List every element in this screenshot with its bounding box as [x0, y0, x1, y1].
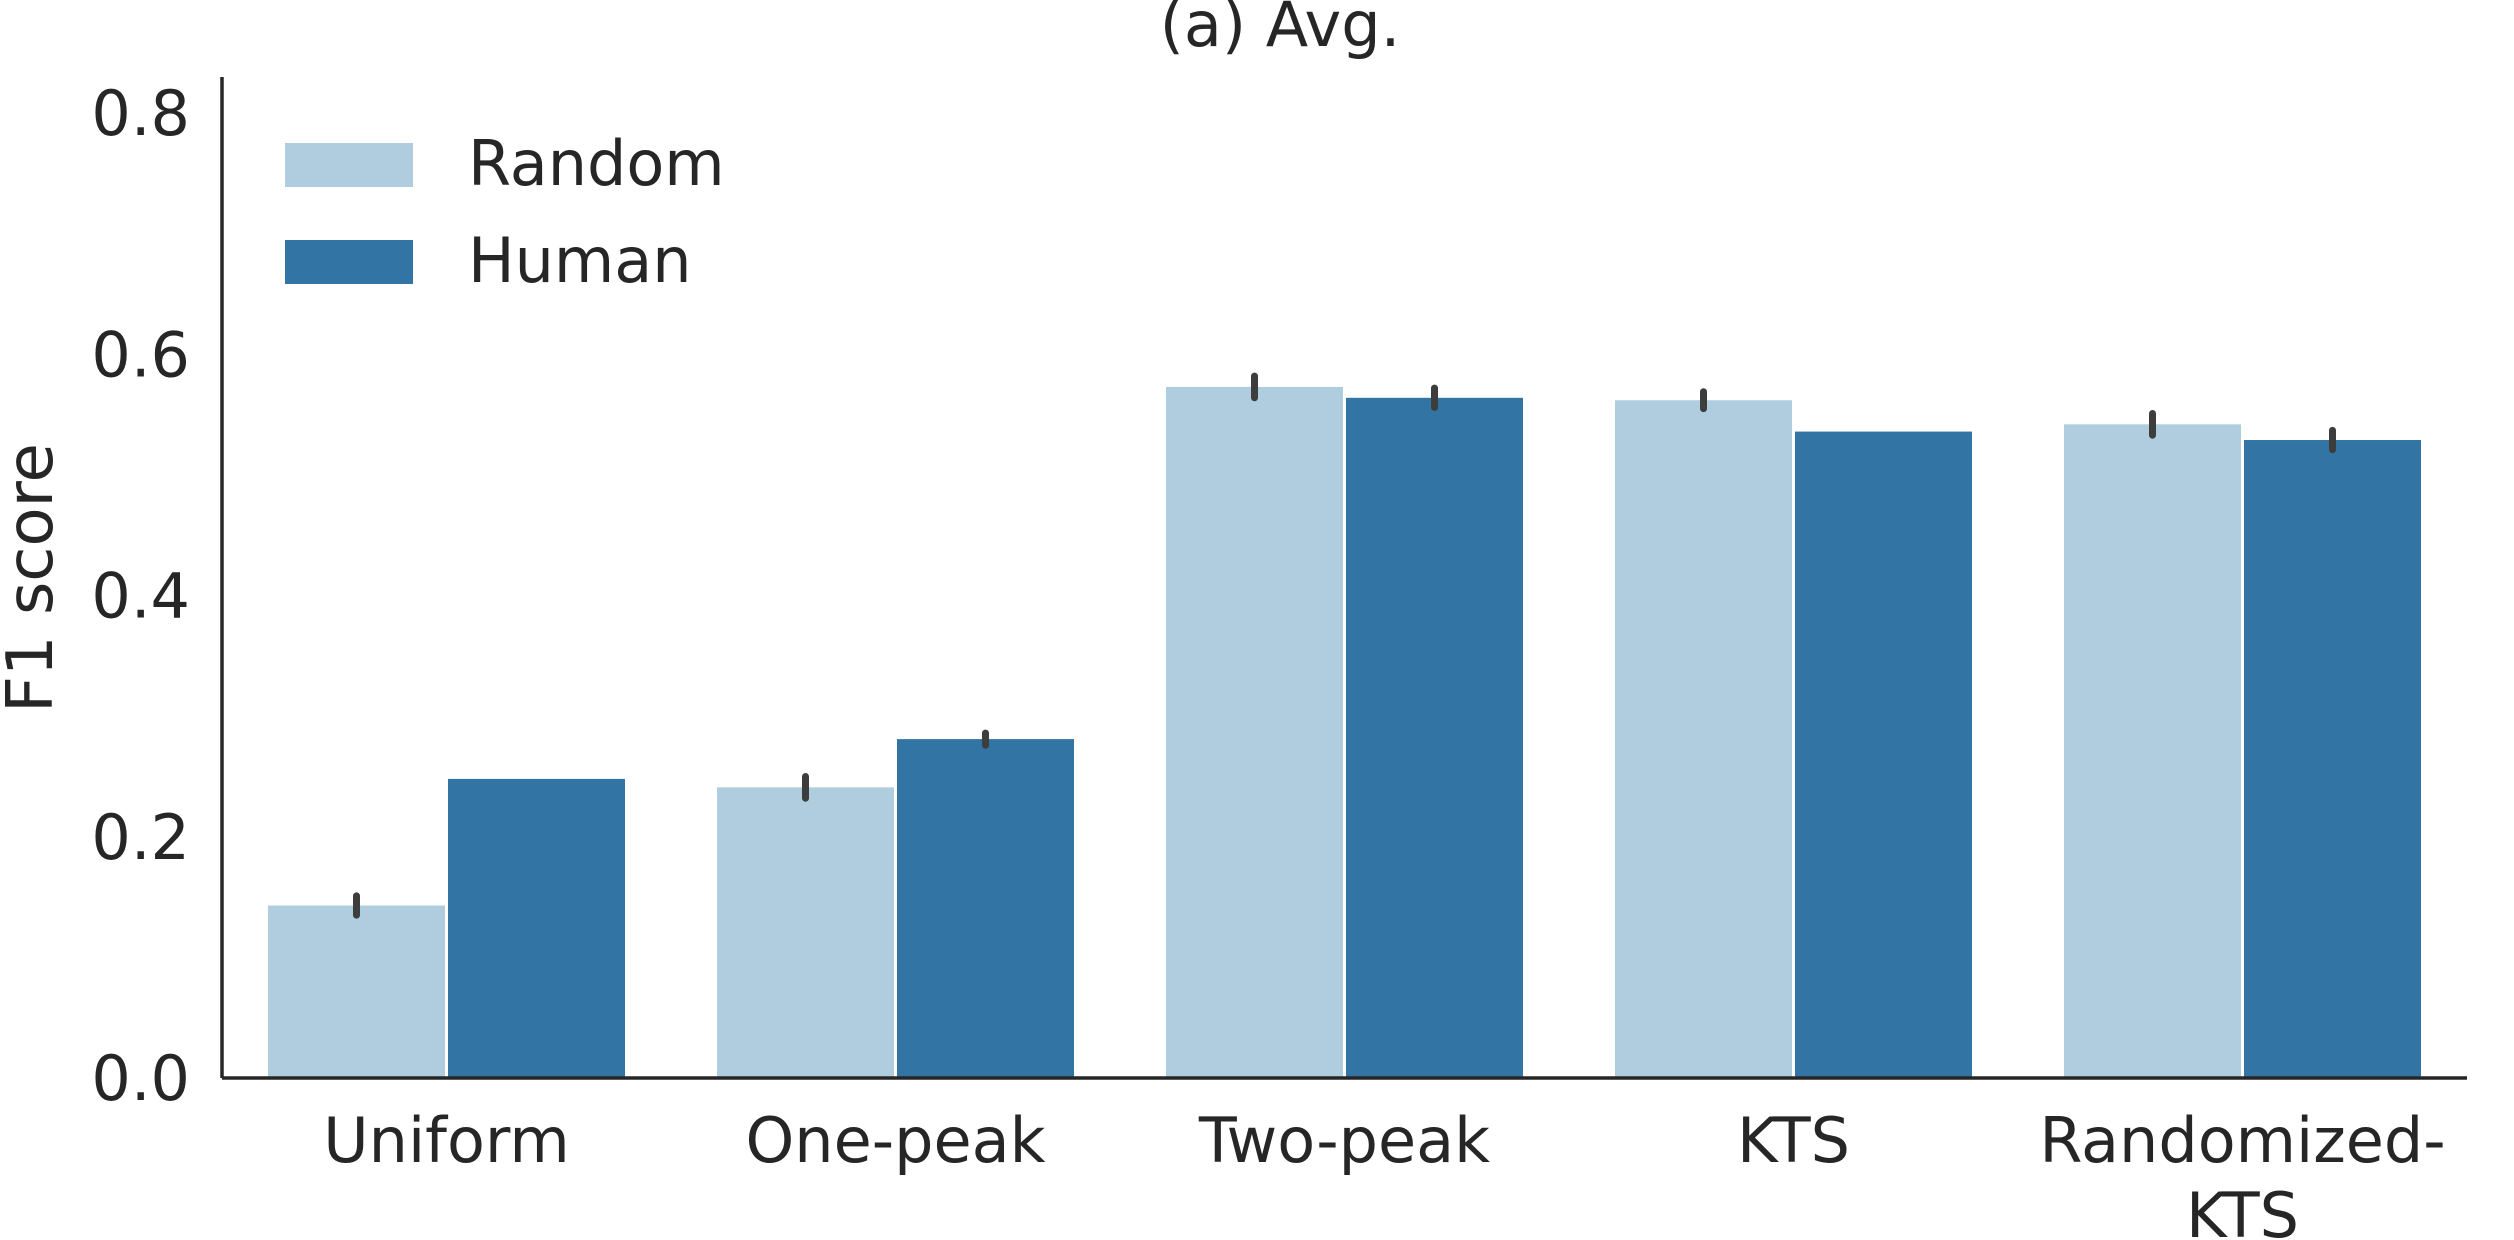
bar-random-3 [1615, 400, 1792, 1078]
x-tick-label-2: Two-peak [1198, 1104, 1490, 1177]
y-tick-label-0: 0.0 [91, 1042, 190, 1115]
y-tick-label-2: 0.4 [91, 560, 190, 633]
legend-swatch-random [285, 143, 413, 187]
bar-human-1 [897, 739, 1074, 1078]
bar-random-0 [268, 905, 445, 1078]
bar-human-2 [1346, 397, 1523, 1079]
bar-human-3 [1795, 431, 1972, 1079]
x-tick-label-1: One-peak [745, 1104, 1045, 1177]
y-axis-label: F1 score [0, 443, 68, 713]
y-tick-label-3: 0.6 [91, 318, 190, 391]
x-tick-label-4-line-1: KTS [2186, 1179, 2299, 1240]
error-bars-group [353, 372, 2336, 919]
legend-label-random: Random [468, 127, 725, 200]
legend-label-human: Human [468, 224, 692, 297]
x-ticks-group: Uniform One-peak Two-peak KTS Randomized-KTS [323, 1104, 2445, 1240]
legend-swatch-human [285, 240, 413, 284]
bar-random-4 [2064, 424, 2241, 1078]
chart-title: (a) Avg. [1160, 0, 1401, 61]
x-tick-label-4-line-0: Randomized- [2039, 1104, 2445, 1177]
bar-human-4 [2244, 440, 2421, 1078]
y-tick-label-4: 0.8 [91, 77, 190, 150]
bars-group [268, 386, 2421, 1079]
x-tick-label-3: KTS [1737, 1104, 1850, 1177]
x-tick-label-0: Uniform [323, 1104, 569, 1177]
bar-human-0 [448, 778, 625, 1078]
bar-random-1 [717, 787, 894, 1078]
legend: Random Human [285, 127, 725, 297]
bar-random-2 [1166, 386, 1343, 1078]
y-ticks-group: 0.0 0.2 0.4 0.6 0.8 [91, 77, 190, 1115]
y-tick-label-1: 0.2 [91, 801, 190, 874]
